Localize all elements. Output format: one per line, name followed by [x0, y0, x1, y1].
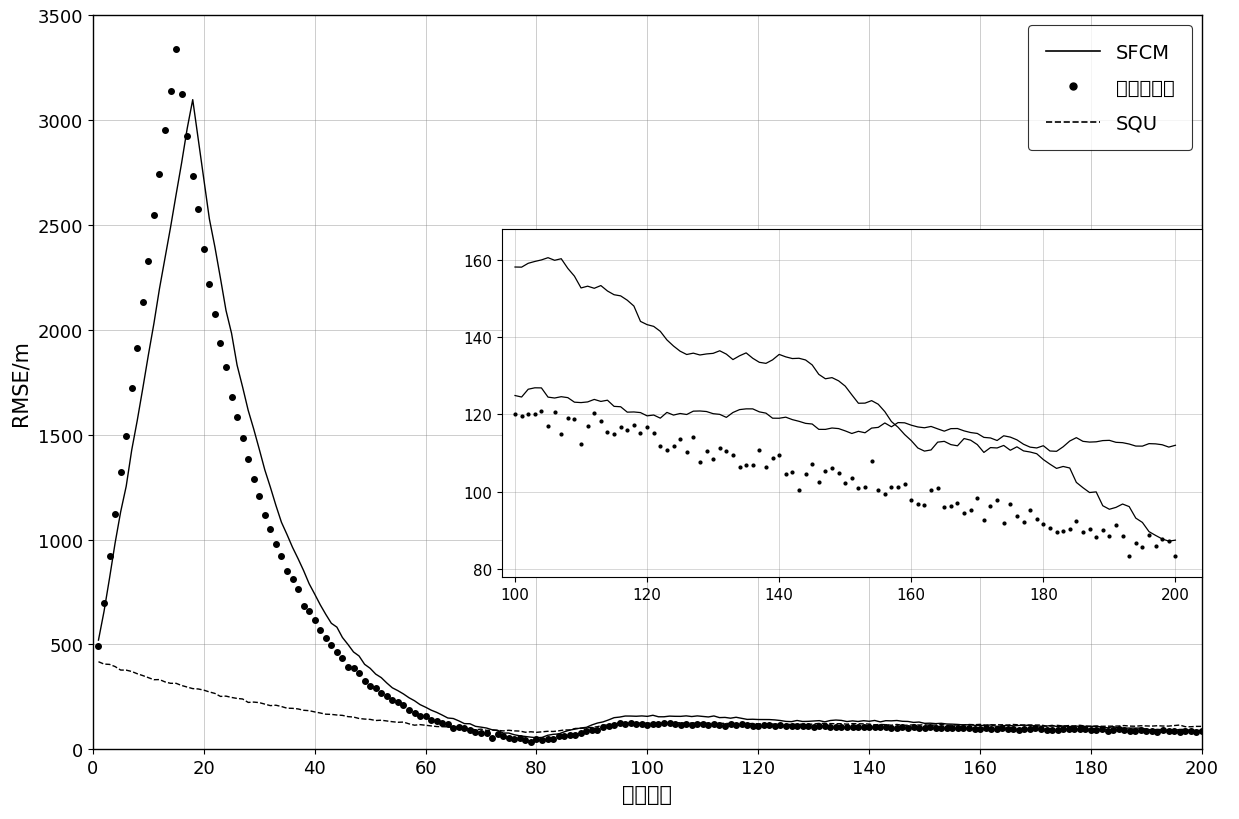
X-axis label: 跳踪步数: 跳踪步数	[622, 784, 673, 804]
Legend: SFCM, 本发明方法, SQU: SFCM, 本发明方法, SQU	[1028, 26, 1192, 151]
Y-axis label: RMSE/m: RMSE/m	[11, 340, 31, 426]
